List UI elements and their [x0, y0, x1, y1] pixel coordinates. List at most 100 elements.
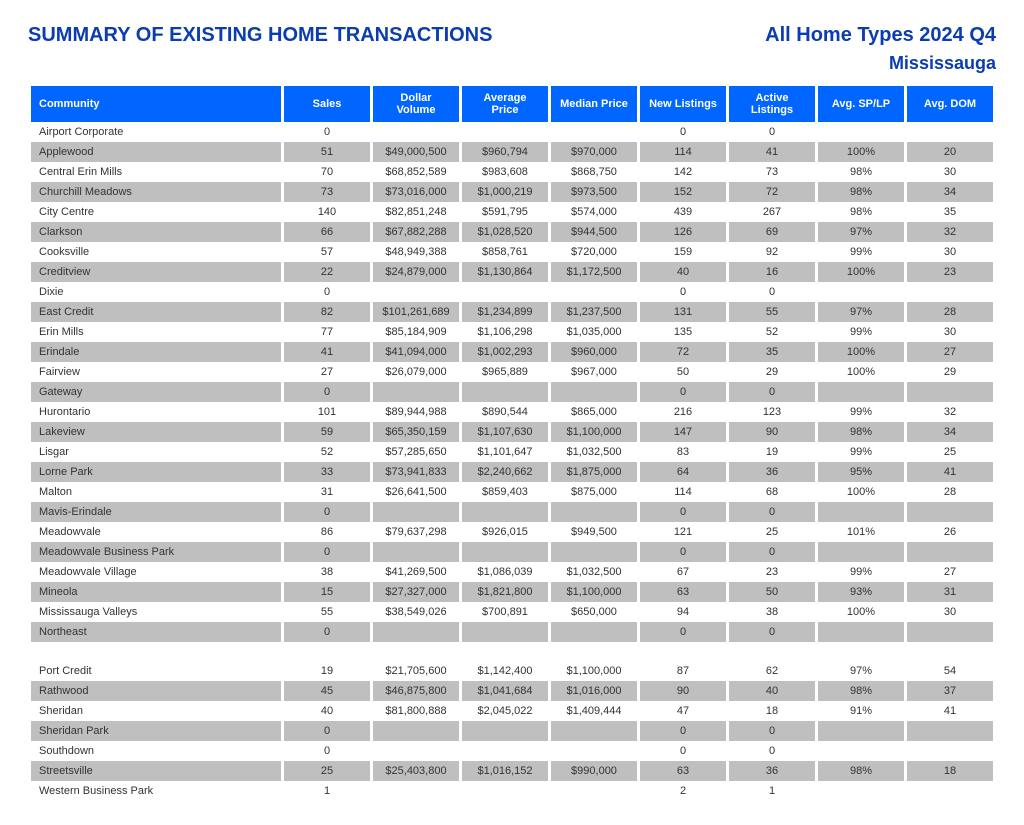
cell-value: 131 — [640, 302, 726, 322]
cell-value — [373, 781, 459, 801]
cell-value: $1,032,500 — [551, 562, 637, 582]
cell-value: $960,000 — [551, 342, 637, 362]
cell-value: 121 — [640, 522, 726, 542]
cell-value: 20 — [907, 142, 993, 162]
cell-value — [907, 502, 993, 522]
cell-value: 0 — [284, 382, 370, 402]
cell-value: $26,079,000 — [373, 362, 459, 382]
cell-value: 99% — [818, 442, 904, 462]
cell-value: 93% — [818, 582, 904, 602]
cell-value: 28 — [907, 482, 993, 502]
cell-value: 64 — [640, 462, 726, 482]
cell-value — [551, 122, 637, 142]
cell-value: 216 — [640, 402, 726, 422]
cell-value: 54 — [907, 661, 993, 681]
table-row: Western Business Park121 — [31, 781, 993, 801]
cell-value: 50 — [729, 582, 815, 602]
cell-value — [551, 622, 637, 642]
cell-value: $101,261,689 — [373, 302, 459, 322]
cell-value: 83 — [640, 442, 726, 462]
cell-value: 1 — [729, 781, 815, 801]
cell-value — [551, 382, 637, 402]
cell-value: 100% — [818, 342, 904, 362]
table-row: Sheridan40$81,800,888$2,045,022$1,409,44… — [31, 701, 993, 721]
cell-community: City Centre — [31, 202, 281, 222]
cell-value: 18 — [729, 701, 815, 721]
cell-value: $1,041,684 — [462, 681, 548, 701]
cell-community: Erindale — [31, 342, 281, 362]
column-header: Avg. DOM — [907, 86, 993, 122]
cell-value: 35 — [907, 202, 993, 222]
cell-value: 67 — [640, 562, 726, 582]
cell-value — [818, 721, 904, 741]
cell-value: $967,000 — [551, 362, 637, 382]
cell-value — [551, 781, 637, 801]
cell-value: 59 — [284, 422, 370, 442]
cell-value: $1,409,444 — [551, 701, 637, 721]
cell-value: $1,002,293 — [462, 342, 548, 362]
cell-community: Meadowvale Village — [31, 562, 281, 582]
table-row: Malton31$26,641,500$859,403$875,00011468… — [31, 482, 993, 502]
cell-value: $2,240,662 — [462, 462, 548, 482]
cell-value: 68 — [729, 482, 815, 502]
cell-value: 28 — [907, 302, 993, 322]
cell-value: 27 — [284, 362, 370, 382]
cell-value: 100% — [818, 142, 904, 162]
table-row: Lakeview59$65,350,159$1,107,630$1,100,00… — [31, 422, 993, 442]
cell-value: 25 — [907, 442, 993, 462]
cell-value — [907, 122, 993, 142]
cell-community: Sheridan — [31, 701, 281, 721]
cell-value: 100% — [818, 482, 904, 502]
table-row — [31, 642, 993, 661]
cell-value: 135 — [640, 322, 726, 342]
cell-value: 267 — [729, 202, 815, 222]
cell-value: 30 — [907, 322, 993, 342]
cell-value: $25,403,800 — [373, 761, 459, 781]
cell-value — [551, 502, 637, 522]
cell-value: $858,761 — [462, 242, 548, 262]
cell-value: $38,549,026 — [373, 602, 459, 622]
cell-value: 98% — [818, 761, 904, 781]
cell-value: $875,000 — [551, 482, 637, 502]
cell-community: Central Erin Mills — [31, 162, 281, 182]
cell-value: 126 — [640, 222, 726, 242]
cell-value: 40 — [729, 681, 815, 701]
cell-value: 97% — [818, 222, 904, 242]
cell-value — [462, 282, 548, 302]
cell-value — [373, 502, 459, 522]
table-row: Meadowvale Village38$41,269,500$1,086,03… — [31, 562, 993, 582]
cell-value: 0 — [284, 721, 370, 741]
cell-value: 55 — [284, 602, 370, 622]
cell-value: 40 — [640, 262, 726, 282]
table-row: Lorne Park33$73,941,833$2,240,662$1,875,… — [31, 462, 993, 482]
table-row: Mississauga Valleys55$38,549,026$700,891… — [31, 602, 993, 622]
cell-value: $700,891 — [462, 602, 548, 622]
cell-value: $41,094,000 — [373, 342, 459, 362]
cell-value: 57 — [284, 242, 370, 262]
cell-value: $983,608 — [462, 162, 548, 182]
cell-value: 439 — [640, 202, 726, 222]
cell-value: 0 — [729, 122, 815, 142]
cell-community: Meadowvale Business Park — [31, 542, 281, 562]
cell-value: $48,949,388 — [373, 242, 459, 262]
cell-value — [818, 781, 904, 801]
cell-value: 32 — [907, 402, 993, 422]
cell-value: 23 — [907, 262, 993, 282]
table-body: Airport Corporate000Applewood51$49,000,5… — [31, 122, 993, 801]
cell-value: $1,130,864 — [462, 262, 548, 282]
cell-value: 142 — [640, 162, 726, 182]
cell-value: 0 — [284, 741, 370, 761]
cell-value: 15 — [284, 582, 370, 602]
cell-value: 92 — [729, 242, 815, 262]
cell-value: 16 — [729, 262, 815, 282]
cell-community: Lisgar — [31, 442, 281, 462]
cell-value: 90 — [640, 681, 726, 701]
column-header: Dollar Volume — [373, 86, 459, 122]
cell-value: 0 — [640, 382, 726, 402]
cell-value: $46,875,800 — [373, 681, 459, 701]
cell-community: Streetsville — [31, 761, 281, 781]
cell-value: 100% — [818, 362, 904, 382]
cell-value: 0 — [729, 721, 815, 741]
cell-value: 101% — [818, 522, 904, 542]
cell-value: $890,544 — [462, 402, 548, 422]
